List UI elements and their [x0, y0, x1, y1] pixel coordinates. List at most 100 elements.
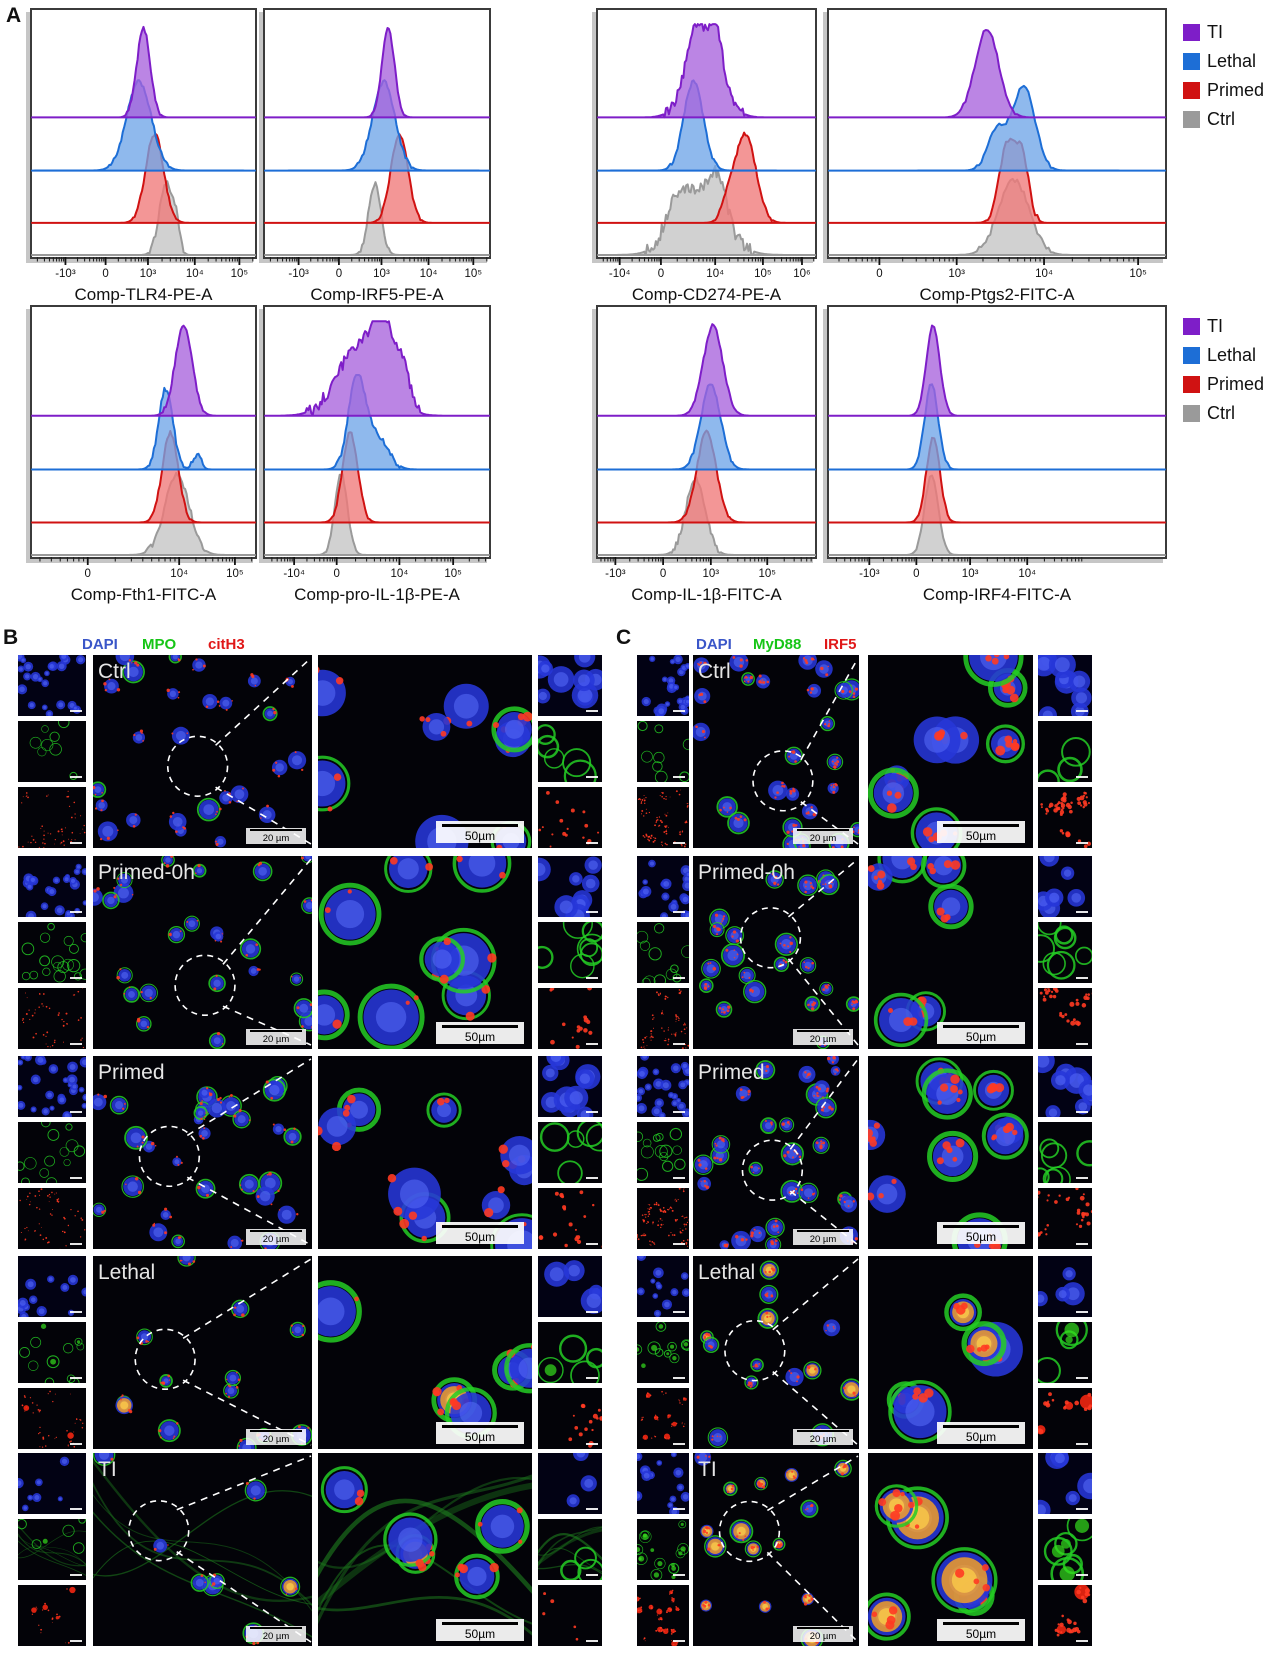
- channel-thumb-irf5-canvas: [637, 988, 689, 1049]
- cell: [116, 967, 133, 984]
- nucleus-core: [649, 861, 655, 866]
- nucleus-core: [262, 810, 272, 820]
- cell: [731, 1230, 751, 1249]
- cell: [31, 1606, 38, 1615]
- dot: [1078, 1224, 1083, 1229]
- dot: [637, 1599, 640, 1601]
- cell: [18, 1084, 23, 1091]
- dot: [775, 875, 778, 878]
- dot: [290, 1324, 293, 1327]
- green-blob: [657, 1560, 663, 1567]
- dot: [1040, 806, 1043, 809]
- dot: [1076, 796, 1081, 802]
- mpo-ring: [177, 1256, 196, 1267]
- dot: [136, 1145, 139, 1148]
- channel-thumb-irf5-canvas: [637, 1188, 689, 1249]
- dot: [146, 1025, 150, 1029]
- channel-thumb-mpo-canvas: [18, 1519, 86, 1580]
- thumb-scale-bar: [673, 1574, 685, 1576]
- dot: [784, 960, 788, 964]
- cell: [648, 947, 662, 961]
- cell: [42, 1538, 48, 1544]
- cell: [654, 1098, 664, 1108]
- dot: [65, 1245, 67, 1247]
- thumb-scale-bar: [70, 1177, 82, 1179]
- dot: [803, 961, 806, 964]
- dot: [644, 1437, 646, 1439]
- scale-bar: [943, 1025, 1019, 1028]
- condition-label: Lethal: [98, 1261, 155, 1284]
- cell: [981, 1112, 1029, 1160]
- cell: [65, 1641, 70, 1644]
- zoom-merge-image-canvas: 50µm: [868, 856, 1033, 1049]
- nucleus-core: [281, 1209, 292, 1220]
- dot: [665, 814, 668, 817]
- dot: [659, 819, 662, 822]
- mpo-ring: [637, 721, 648, 732]
- cell: [563, 1207, 587, 1218]
- mpo-ring: [283, 1127, 302, 1146]
- channel-thumb-dapi-canvas: [637, 655, 689, 716]
- cell: [383, 1512, 438, 1568]
- cell: [678, 1188, 685, 1193]
- dot: [873, 1122, 881, 1129]
- dot: [781, 1122, 785, 1126]
- dot: [290, 975, 293, 978]
- scale-bar-label: 20 µm: [263, 1234, 290, 1245]
- mpo-ring: [183, 915, 200, 932]
- dot: [1077, 1023, 1080, 1027]
- cell: [640, 1416, 644, 1421]
- mpo-ring: [798, 1182, 819, 1203]
- dot: [50, 833, 52, 835]
- mpo-ring: [647, 1341, 661, 1355]
- dot: [132, 825, 136, 828]
- mpo-ring: [1055, 1322, 1088, 1347]
- zoom-channel-thumb-dapi: [538, 655, 602, 716]
- cell: [1046, 988, 1059, 999]
- mpo-ring: [452, 856, 512, 893]
- cell: [1083, 992, 1092, 1001]
- fiber: [538, 1563, 602, 1575]
- dot: [123, 1102, 126, 1105]
- cell: [318, 755, 351, 812]
- cell: [32, 838, 37, 844]
- dot: [664, 1437, 666, 1439]
- nucleus-core: [43, 705, 47, 709]
- scale-bar: [943, 1425, 1019, 1428]
- nucleus-core: [222, 794, 230, 802]
- dot: [719, 1435, 721, 1438]
- dot: [180, 1259, 183, 1262]
- nucleus-core: [680, 1082, 686, 1088]
- nucleus-core: [655, 1269, 662, 1276]
- dot: [854, 1237, 858, 1241]
- cell: [60, 828, 63, 833]
- mpo-ring: [669, 1127, 683, 1141]
- mpo-ring: [667, 1341, 677, 1352]
- zoom-merge-image-canvas: 50µm: [868, 1056, 1033, 1249]
- axis-tick-label: 10³: [948, 268, 965, 280]
- dot: [678, 1399, 680, 1401]
- condition-label: Primed: [698, 1061, 765, 1084]
- cell: [538, 1235, 544, 1241]
- cell: [213, 931, 224, 943]
- nucleus-core: [69, 1063, 76, 1070]
- cell: [34, 1006, 40, 1014]
- dot: [195, 872, 197, 874]
- cell: [659, 1144, 673, 1158]
- cell: [538, 945, 554, 969]
- mpo-ring: [320, 1466, 368, 1514]
- dot: [683, 1028, 686, 1031]
- cell: [75, 863, 82, 870]
- dot: [113, 886, 116, 889]
- dot: [651, 834, 653, 836]
- ridge-series-ti: [828, 324, 1166, 417]
- dot: [762, 680, 766, 684]
- mpo-ring: [102, 891, 120, 910]
- dot: [268, 1172, 272, 1176]
- cell: [742, 979, 767, 1004]
- nucleus-core: [334, 1479, 355, 1500]
- mpo-ring: [57, 961, 70, 974]
- dot: [796, 1380, 798, 1383]
- cell: [921, 1068, 973, 1120]
